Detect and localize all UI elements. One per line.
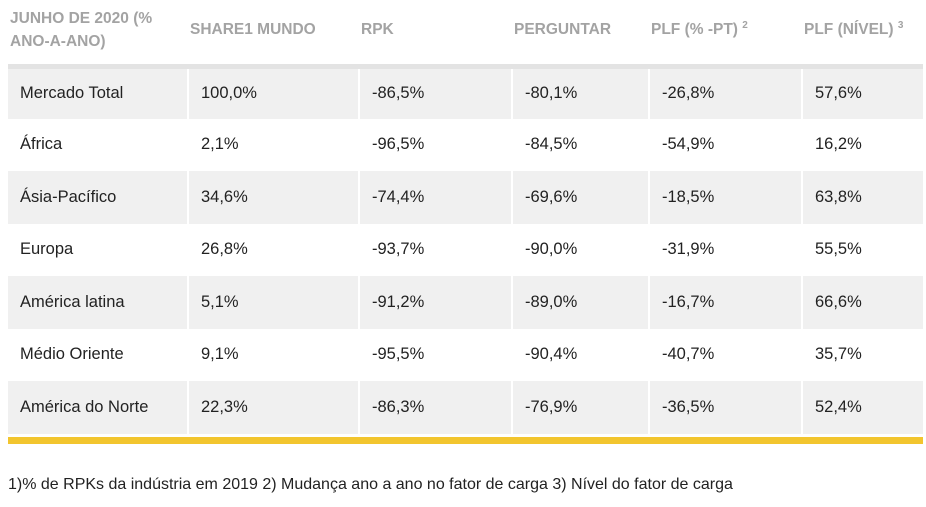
plf-change-cell: -16,7% xyxy=(648,276,802,329)
plf-level-cell: 57,6% xyxy=(801,66,923,119)
footnote-marker: 3 xyxy=(897,20,904,32)
region-cell: África xyxy=(8,118,188,171)
table-row: Mercado Total 100,0% -86,5% -80,1% -26,8… xyxy=(8,66,923,119)
plf-change-cell: -18,5% xyxy=(648,171,802,224)
world-share-cell: 5,1% xyxy=(187,276,359,329)
column-header-plf-change: PLF (% -PT) 2 xyxy=(649,0,802,66)
plf-level-cell: 35,7% xyxy=(801,328,923,381)
world-share-cell: 22,3% xyxy=(187,381,359,434)
world-share-cell: 34,6% xyxy=(187,171,359,224)
column-header-ask: PERGUNTAR xyxy=(512,0,649,66)
rpk-cell: -93,7% xyxy=(358,223,512,276)
column-header-region: JUNHO DE 2020 (% ANO-A-ANO) xyxy=(8,0,188,66)
plf-level-cell: 52,4% xyxy=(801,381,923,434)
ask-cell: -90,4% xyxy=(511,328,649,381)
plf-level-cell: 55,5% xyxy=(801,223,923,276)
column-header-label: PERGUNTAR xyxy=(514,21,612,39)
footnote-marker: 2 xyxy=(742,20,748,32)
region-cell: Europa xyxy=(8,223,188,276)
plf-level-cell: 66,6% xyxy=(801,276,923,329)
column-header-label: SHARE1 MUNDO xyxy=(190,21,316,39)
ask-cell: -84,5% xyxy=(511,118,649,171)
rpk-cell: -95,5% xyxy=(358,328,512,381)
table-row: África 2,1% -96,5% -84,5% -54,9% 16,2% xyxy=(8,118,923,171)
column-header-label: RPK xyxy=(361,21,394,39)
region-cell: Ásia-Pacífico xyxy=(8,171,188,224)
table-row: Europa 26,8% -93,7% -90,0% -31,9% 55,5% xyxy=(8,223,923,276)
world-share-cell: 100,0% xyxy=(187,66,359,119)
plf-change-cell: -54,9% xyxy=(648,118,802,171)
world-share-cell: 26,8% xyxy=(187,223,359,276)
column-header-plf-level: PLF (NÍVEL) 3 xyxy=(802,0,923,66)
column-header-rpk: RPK xyxy=(359,0,512,66)
rpk-cell: -91,2% xyxy=(358,276,512,329)
table-row: Médio Oriente 9,1% -95,5% -90,4% -40,7% … xyxy=(8,328,923,381)
region-cell: Médio Oriente xyxy=(8,328,188,381)
table-row: Ásia-Pacífico 34,6% -74,4% -69,6% -18,5%… xyxy=(8,171,923,224)
airline-data-table: JUNHO DE 2020 (% ANO-A-ANO) SHARE1 MUNDO… xyxy=(8,0,923,434)
ask-cell: -76,9% xyxy=(511,381,649,434)
region-cell: América latina xyxy=(8,276,188,329)
region-cell: Mercado Total xyxy=(8,66,188,119)
table-row: América do Norte 22,3% -86,3% -76,9% -36… xyxy=(8,381,923,434)
column-header-label: PLF (NÍVEL) xyxy=(804,21,894,39)
column-header-label: PLF (% -PT) xyxy=(651,21,738,39)
rpk-cell: -86,5% xyxy=(358,66,512,119)
table-body: Mercado Total 100,0% -86,5% -80,1% -26,8… xyxy=(8,66,923,434)
plf-change-cell: -31,9% xyxy=(648,223,802,276)
world-share-cell: 2,1% xyxy=(187,118,359,171)
world-share-cell: 9,1% xyxy=(187,328,359,381)
plf-change-cell: -26,8% xyxy=(648,66,802,119)
rpk-cell: -86,3% xyxy=(358,381,512,434)
plf-change-cell: -36,5% xyxy=(648,381,802,434)
rpk-cell: -96,5% xyxy=(358,118,512,171)
table-row: América latina 5,1% -91,2% -89,0% -16,7%… xyxy=(8,276,923,329)
ask-cell: -89,0% xyxy=(511,276,649,329)
column-header-world-share: SHARE1 MUNDO xyxy=(188,0,359,66)
plf-change-cell: -40,7% xyxy=(648,328,802,381)
rpk-cell: -74,4% xyxy=(358,171,512,224)
table-header: JUNHO DE 2020 (% ANO-A-ANO) SHARE1 MUNDO… xyxy=(8,0,923,66)
table-container: JUNHO DE 2020 (% ANO-A-ANO) SHARE1 MUNDO… xyxy=(8,0,923,434)
ask-cell: -80,1% xyxy=(511,66,649,119)
ask-cell: -69,6% xyxy=(511,171,649,224)
plf-level-cell: 16,2% xyxy=(801,118,923,171)
plf-level-cell: 63,8% xyxy=(801,171,923,224)
accent-bar xyxy=(8,437,923,444)
column-header-label: JUNHO DE 2020 (% ANO-A-ANO) xyxy=(10,9,153,50)
region-cell: América do Norte xyxy=(8,381,188,434)
header-row: JUNHO DE 2020 (% ANO-A-ANO) SHARE1 MUNDO… xyxy=(8,0,923,66)
ask-cell: -90,0% xyxy=(511,223,649,276)
table-footnote: 1)% de RPKs da indústria em 2019 2) Muda… xyxy=(8,476,733,493)
